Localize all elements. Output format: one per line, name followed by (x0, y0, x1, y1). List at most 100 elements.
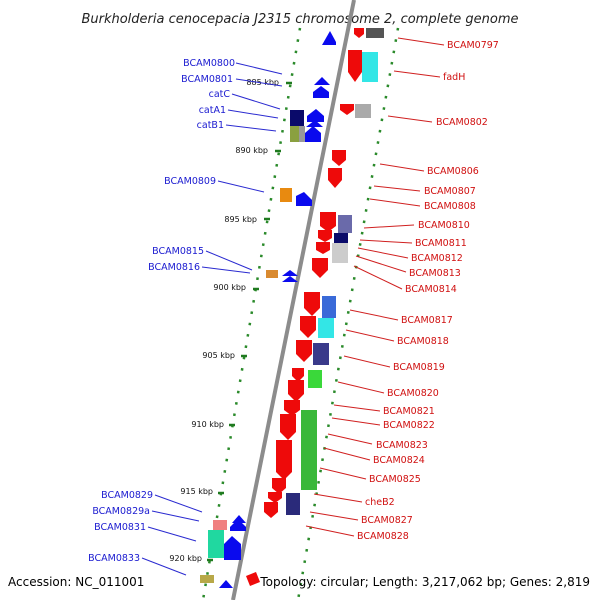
gene-label: BCAM0828 (357, 531, 409, 542)
leader-line (235, 78, 283, 87)
gene-label: catC (209, 89, 231, 100)
leader-line (227, 109, 279, 119)
map-title: Burkholderia cenocepacia J2315 chromosom… (81, 12, 518, 27)
left-gene-labels: BCAM0800 BCAM0801 catC catA1 catB1 BCAM0… (88, 58, 235, 564)
leader-line (387, 115, 433, 123)
leader-line (357, 247, 409, 259)
leader-line (147, 526, 197, 542)
gene-arrow (307, 109, 324, 122)
gene-label: BCAM0801 (181, 74, 233, 85)
scale-tick-marks (207, 81, 292, 562)
feature-block (362, 52, 378, 82)
leader-lines-right (305, 37, 445, 537)
gene-arrow (288, 380, 304, 402)
tick-label: 910 kbp (191, 420, 224, 429)
gene-label: BCAM0806 (427, 166, 479, 177)
feature-blocks (200, 28, 384, 583)
gene-label: BCAM0820 (387, 388, 439, 399)
gene-arrow (354, 28, 364, 38)
gene-label: catA1 (199, 105, 226, 116)
gene-arrow (296, 192, 312, 206)
gene-arrow (320, 212, 336, 232)
tick-label: 915 kbp (180, 487, 213, 496)
gene-arrow (296, 340, 312, 362)
leader-line (154, 494, 203, 513)
feature-block (200, 575, 214, 583)
gene-arrow (316, 242, 330, 254)
leader-line (141, 557, 187, 576)
gene-label: BCAM0807 (424, 186, 476, 197)
leader-line (217, 180, 265, 193)
leader-line (393, 70, 441, 78)
gene-label: BCAM0819 (393, 362, 445, 373)
gene-label: BCAM0817 (401, 315, 453, 326)
leader-lines-left (141, 62, 283, 576)
gene-arrow (282, 276, 298, 282)
gene-label: BCAM0808 (424, 201, 476, 212)
gene-label: BCAM0825 (369, 474, 421, 485)
accession-label: Accession: NC_011001 (8, 575, 144, 589)
gene-arrow (276, 440, 292, 480)
leader-line (309, 511, 359, 521)
gene-label: BCAM0829a (92, 506, 150, 517)
feature-block (313, 343, 329, 365)
leader-line (397, 37, 445, 46)
leader-line (225, 124, 277, 132)
gene-arrow (282, 270, 298, 276)
leader-line (337, 381, 385, 394)
feature-block (338, 215, 352, 233)
gene-arrow (246, 572, 260, 586)
gene-arrow (224, 536, 241, 560)
gene-arrow (314, 77, 330, 85)
gene-arrow (322, 31, 336, 45)
leader-line (353, 265, 403, 290)
tick-label: 905 kbp (202, 351, 235, 360)
gene-label: catB1 (197, 120, 224, 131)
gene-arrow (312, 258, 328, 278)
gene-label: BCAM0816 (148, 262, 200, 273)
feature-block (213, 520, 227, 530)
feature-block (290, 110, 304, 128)
feature-block (290, 126, 300, 142)
feature-block (299, 126, 305, 142)
leader-line (343, 355, 391, 368)
leader-line (151, 510, 200, 522)
gene-label: BCAM0800 (183, 58, 235, 69)
feature-block (318, 318, 334, 338)
topology-summary: Topology: circular; Length: 3,217,062 bp… (259, 575, 590, 589)
feature-block (332, 243, 348, 263)
gene-arrow (268, 492, 282, 503)
gene-label: BCAM0811 (415, 238, 467, 249)
gene-arrow (306, 120, 323, 127)
gene-arrow (304, 292, 320, 316)
leader-line (201, 266, 251, 274)
gene-label: BCAM0833 (88, 553, 140, 564)
gene-arrow (348, 50, 362, 82)
feature-block (208, 530, 224, 558)
gene-label: fadH (443, 72, 465, 83)
feature-block (301, 410, 317, 490)
gene-arrow (280, 414, 296, 440)
feature-block (355, 104, 371, 118)
gene-label: cheB2 (365, 497, 395, 508)
gene-arrow (328, 168, 342, 188)
gene-label: BCAM0827 (361, 515, 413, 526)
gene-label: BCAM0812 (411, 253, 463, 264)
gene-arrow (300, 316, 316, 338)
leader-line (319, 467, 367, 480)
feature-block (280, 188, 292, 202)
leader-line (231, 93, 281, 110)
leader-line (345, 329, 395, 342)
leader-line (327, 433, 373, 445)
gene-arrow (318, 230, 332, 242)
tick-label: 920 kbp (169, 554, 202, 563)
gene-arrow (305, 126, 321, 142)
gene-label: BCAM0802 (436, 117, 488, 128)
leader-line (305, 525, 355, 537)
feature-block (366, 28, 384, 38)
gene-label: BCAM0809 (164, 176, 216, 187)
tick-track-inner (296, 27, 400, 600)
tick-label: 890 kbp (235, 146, 268, 155)
tick-track-outer (201, 27, 302, 600)
